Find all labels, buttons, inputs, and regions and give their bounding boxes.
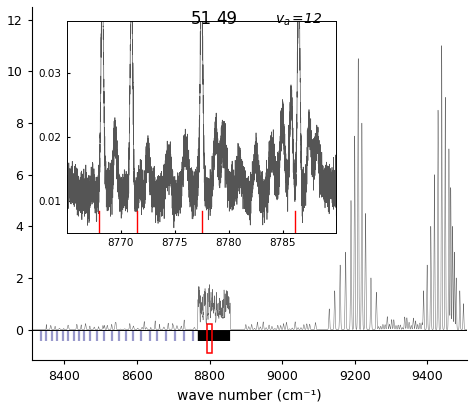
X-axis label: wave number (cm⁻¹): wave number (cm⁻¹) <box>177 388 322 402</box>
Bar <box>207 324 212 353</box>
